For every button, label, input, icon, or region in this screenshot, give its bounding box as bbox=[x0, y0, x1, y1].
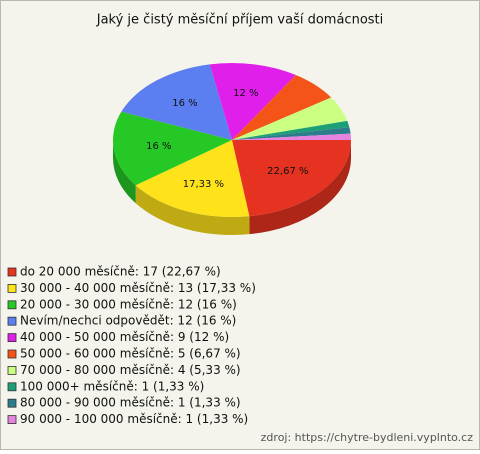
legend-swatch bbox=[7, 316, 17, 326]
legend-label: 80 000 - 90 000 měsíčně: 1 (1,33 %) bbox=[20, 396, 241, 410]
slice-side bbox=[249, 140, 351, 235]
legend-swatch bbox=[7, 333, 17, 343]
chart-title: Jaký je čistý měsíční příjem vaší domácn… bbox=[96, 13, 384, 28]
legend-label: 100 000+ měsíčně: 1 (1,33 %) bbox=[20, 379, 204, 393]
legend-swatch bbox=[7, 300, 17, 310]
slice bbox=[135, 140, 250, 217]
slice-label: 16 % bbox=[146, 141, 171, 152]
legend-swatch bbox=[7, 349, 17, 359]
slice bbox=[232, 97, 348, 140]
legend-label: 50 000 - 60 000 měsíčně: 5 (6,67 %) bbox=[20, 347, 241, 361]
legend-label: 90 000 - 100 000 měsíčně: 1 (1,33 %) bbox=[20, 412, 248, 426]
slice-label: 22,67 % bbox=[267, 166, 308, 177]
slice bbox=[209, 63, 296, 141]
slice bbox=[232, 120, 350, 140]
legend-swatch bbox=[7, 398, 17, 408]
legend-swatch bbox=[7, 415, 17, 425]
slice bbox=[232, 140, 351, 217]
slice-label: 17,33 % bbox=[183, 179, 224, 190]
legend-label: 20 000 - 30 000 měsíčně: 12 (16 %) bbox=[20, 297, 237, 311]
legend-label: do 20 000 měsíčně: 17 (22,67 %) bbox=[20, 265, 221, 279]
slice bbox=[232, 127, 351, 140]
slice-side bbox=[113, 140, 136, 204]
legend-swatch bbox=[7, 267, 17, 277]
source: zdroj: https://chytre-bydleni.vyplnto.cz bbox=[261, 431, 474, 444]
slice bbox=[121, 64, 232, 140]
slice bbox=[232, 75, 332, 140]
slice bbox=[112, 111, 232, 186]
slice-label: 12 % bbox=[233, 88, 258, 99]
slice-label: 16 % bbox=[172, 98, 197, 109]
slice-side bbox=[135, 185, 250, 235]
legend-label: 30 000 - 40 000 měsíčně: 13 (17,33 %) bbox=[20, 281, 256, 295]
legend-swatch bbox=[7, 283, 17, 293]
slice bbox=[232, 133, 351, 140]
legend-swatch bbox=[7, 382, 17, 392]
legend-label: 40 000 - 50 000 měsíčně: 9 (12 %) bbox=[20, 330, 229, 344]
legend-label: Nevím/nechci odpovědět: 12 (16 %) bbox=[20, 314, 236, 328]
legend-swatch bbox=[7, 365, 17, 375]
legend-label: 70 000 - 80 000 měsíčně: 4 (5,33 %) bbox=[20, 363, 241, 377]
